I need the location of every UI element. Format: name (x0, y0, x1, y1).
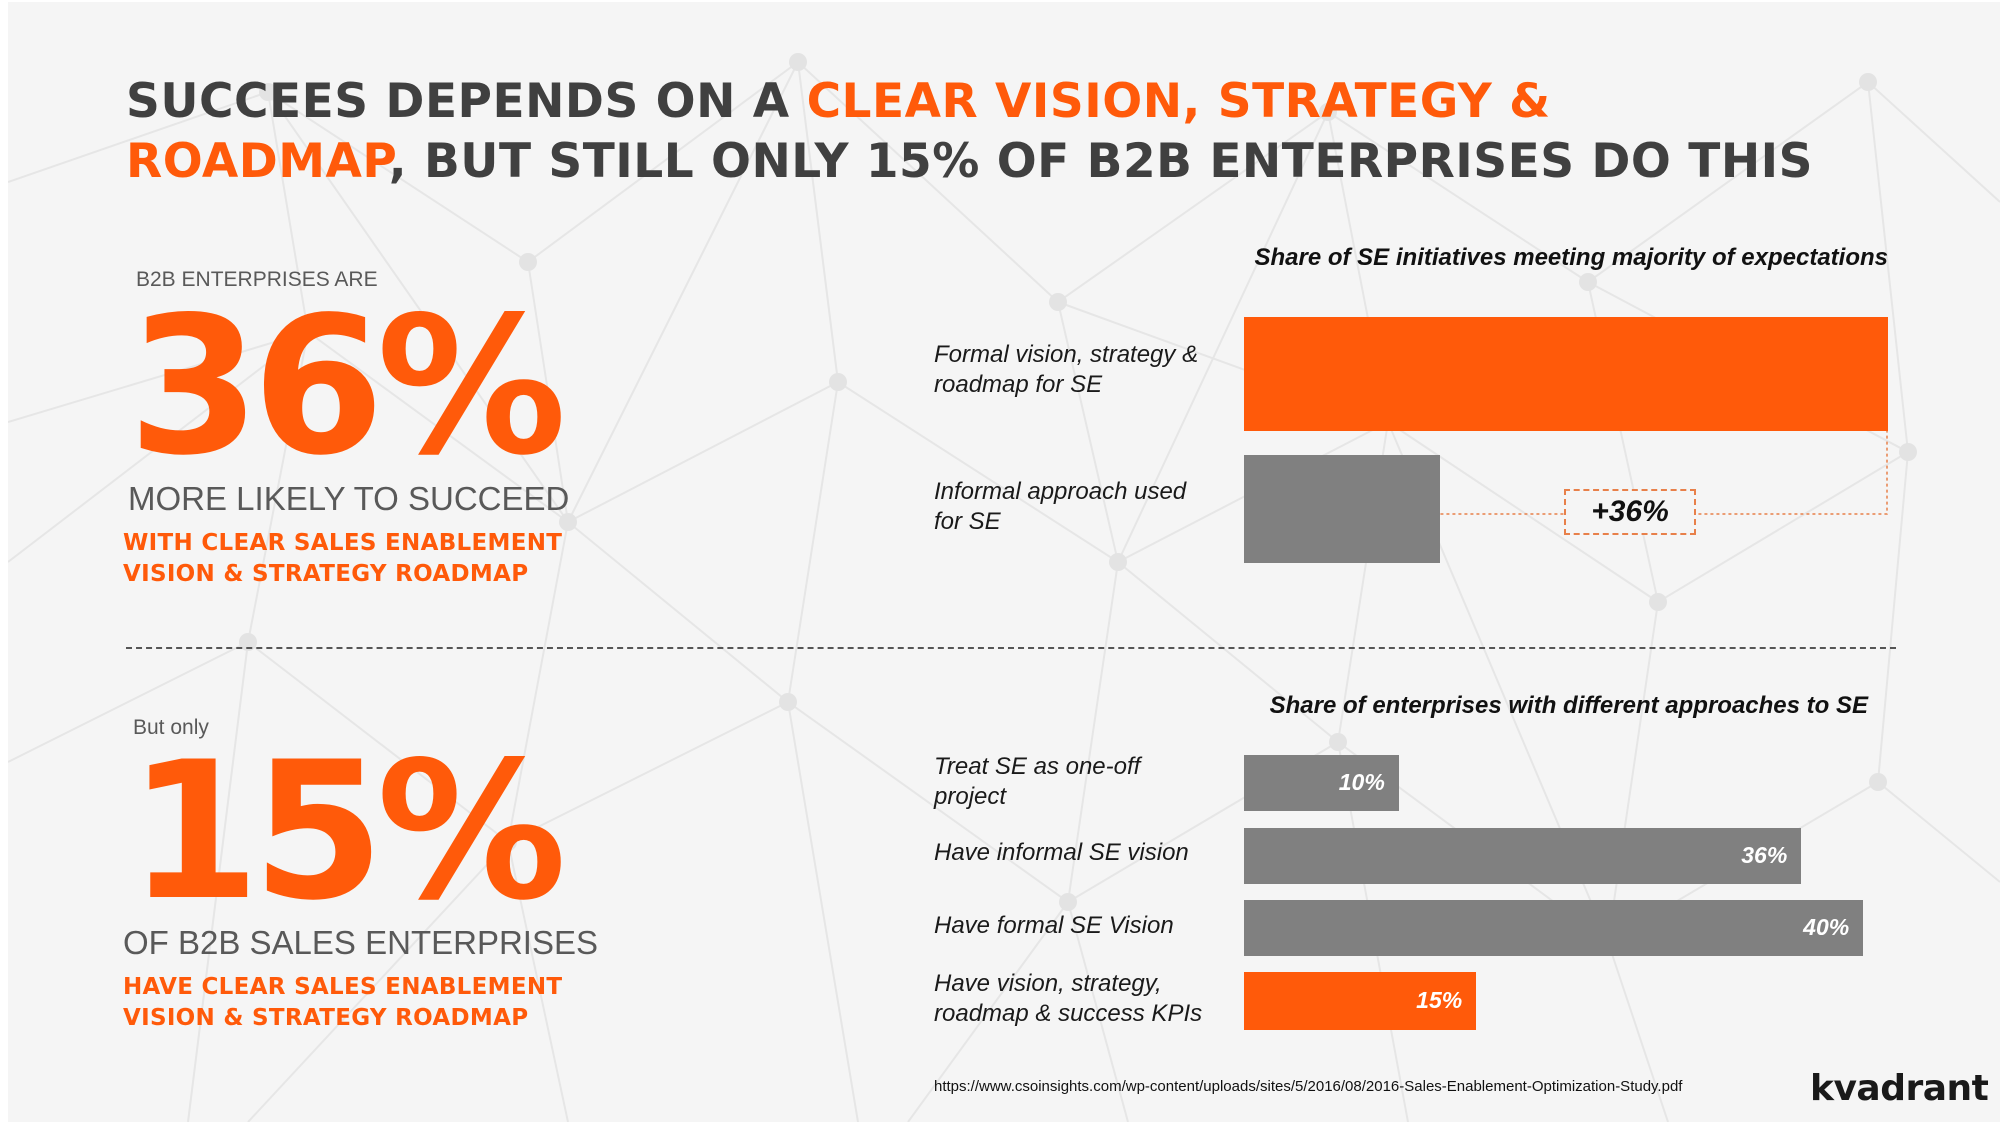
title-line-1: SUCCEES DEPENDS ON A CLEAR VISION, STRAT… (126, 72, 1926, 132)
chart1-category-label-1-line-2: for SE (934, 508, 1001, 535)
chart1-bar-1 (1244, 455, 1441, 563)
stat2-sub-label: OF B2B SALES ENTERPRISES (123, 924, 598, 961)
chart1-bar-0 (1244, 317, 1888, 431)
chart2-value-label-0: 10% (1338, 769, 1385, 795)
title-line-2: ROADMAP, BUT STILL ONLY 15% OF B2B ENTER… (126, 132, 1926, 192)
chart2-bar-1 (1244, 828, 1802, 884)
stat1-sub-label: MORE LIKELY TO SUCCEED (128, 480, 570, 517)
stat1-highlight: WITH CLEAR SALES ENABLEMENT VISION & STR… (123, 528, 562, 590)
slide: SUCCEES DEPENDS ON A CLEAR VISION, STRAT… (8, 2, 2000, 1122)
chart2-category-label-2: Have formal SE Vision (934, 911, 1174, 941)
title-text: , BUT STILL ONLY 15% OF B2B ENTERPRISES … (388, 134, 1813, 189)
stat1-highlight-line-2: VISION & STRATEGY ROADMAP (123, 561, 529, 587)
stat2-highlight-line-1: HAVE CLEAR SALES ENABLEMENT (123, 974, 563, 1000)
kvadrant-logo: kvadrant (1810, 1068, 1989, 1109)
chart2-category-label-3: Have vision, strategy, roadmap & success … (934, 969, 1202, 1029)
title-highlight: CLEAR VISION, STRATEGY & (806, 74, 1551, 129)
chart1-annotation: +36% (1564, 489, 1696, 535)
stat1-pre-label: B2B ENTERPRISES ARE (136, 268, 378, 291)
stat2-value: 15% (128, 721, 567, 942)
chart2-category-label-3-line-2: roadmap & success KPIs (934, 1000, 1203, 1027)
chart1-category-label-0-line-2: roadmap for SE (934, 371, 1103, 398)
chart2-bar-0 (1244, 755, 1399, 811)
title-text: SUCCEES DEPENDS ON A (126, 74, 807, 129)
chart1-category-label-0: Formal vision, strategy & roadmap for SE (934, 340, 1198, 400)
stat1-highlight-line-1: WITH CLEAR SALES ENABLEMENT (123, 530, 563, 556)
chart2-category-label-1: Have informal SE vision (934, 838, 1189, 868)
chart2-bar-2 (1244, 900, 1864, 956)
chart2-bar-3 (1244, 972, 1477, 1030)
chart1-category-label-0-line-1: Formal vision, strategy & (934, 341, 1199, 368)
chart2-category-label-2-line-1: Have formal SE Vision (934, 912, 1174, 939)
chart1-title: Share of SE initiatives meeting majority… (1254, 244, 1888, 271)
source-url: https://www.csoinsights.com/wp-content/u… (934, 1078, 1683, 1095)
chart2-title: Share of enterprises with different appr… (1269, 692, 1868, 719)
chart2-category-label-1-line-1: Have informal SE vision (934, 839, 1189, 866)
stat2-highlight: HAVE CLEAR SALES ENABLEMENT VISION & STR… (123, 972, 562, 1034)
section-divider (126, 647, 1896, 649)
chart2-value-label-3: 15% (1416, 987, 1463, 1013)
chart2-value-label-1: 36% (1741, 842, 1788, 868)
stat1-value: 36% (128, 276, 567, 497)
slide-title: SUCCEES DEPENDS ON A CLEAR VISION, STRAT… (126, 72, 1926, 192)
chart1-category-label-1-line-1: Informal approach used (934, 478, 1187, 505)
chart2-value-label-2: 40% (1803, 914, 1850, 940)
chart2-category-label-0-line-1: Treat SE as one-off (934, 753, 1141, 780)
stat2-highlight-line-2: VISION & STRATEGY ROADMAP (123, 1005, 529, 1031)
title-highlight: ROADMAP (126, 134, 389, 189)
chart1-connector-line (1440, 431, 1888, 515)
chart1-category-label-1: Informal approach used for SE (934, 477, 1186, 537)
stat2-pre-label: But only (133, 716, 209, 739)
chart2-category-label-3-line-1: Have vision, strategy, (934, 970, 1162, 997)
chart2-category-label-0: Treat SE as one-off project (934, 752, 1140, 812)
chart1-connector (1440, 431, 1888, 515)
chart2-category-label-0-line-2: project (934, 783, 1007, 810)
